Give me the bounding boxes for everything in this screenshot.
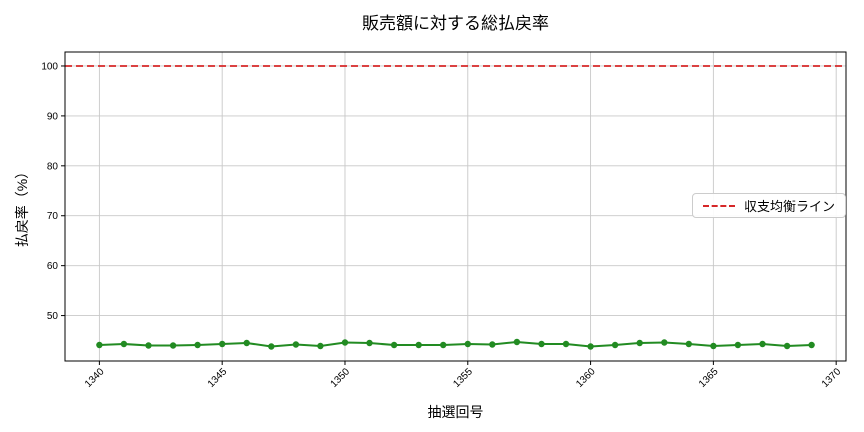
tick-marks [61,65,837,365]
x-tick-label: 1365 [697,366,721,390]
x-tick-label: 1340 [83,366,107,390]
y-tick-label: 50 [47,311,59,322]
y-tick-label: 60 [47,261,59,272]
dashed-line-swatch [703,204,735,207]
y-tick-label: 70 [47,211,59,222]
x-tick-label: 1370 [820,366,844,390]
tick-labels: 50 60 70 80 90 100 1340 1345 1350 1355 1360 1365 137… [41,61,843,389]
gridlines [65,52,846,361]
legend-item-breakeven-label: 収支均衡ライン [744,199,836,214]
x-tick-label: 1350 [329,366,353,390]
x-tick-label: 1355 [451,366,475,390]
legend: 収支均衡ライン [692,193,847,218]
x-axis-label: 抽選回号 [427,404,484,420]
x-tick-label: 1360 [574,366,598,390]
chart-title: 販売額に対する総払戻率 [362,14,549,33]
x-tick-label: 1345 [206,366,230,390]
payout-rate-series [96,338,815,350]
y-tick-label: 90 [47,111,59,122]
y-tick-label: 100 [41,61,58,72]
y-tick-label: 80 [47,161,59,172]
